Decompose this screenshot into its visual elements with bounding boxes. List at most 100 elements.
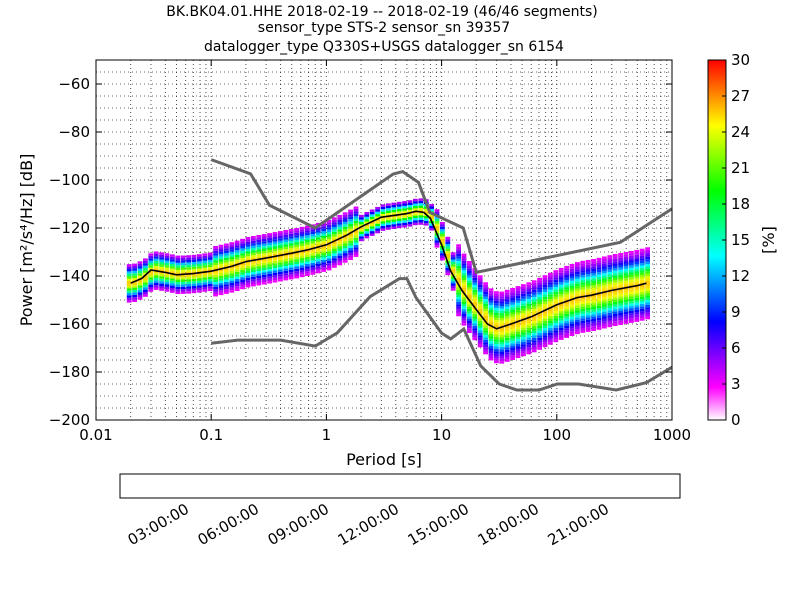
psd-cell (553, 284, 559, 287)
psd-cell (618, 272, 623, 275)
psd-cell (483, 299, 488, 302)
psd-cell (272, 234, 278, 237)
psd-cell (326, 227, 332, 230)
psd-cell (294, 235, 299, 238)
psd-cell (494, 332, 499, 335)
psd-cell (537, 330, 542, 333)
psd-cell (639, 265, 645, 268)
psd-cell (515, 305, 521, 308)
psd-cell (575, 276, 580, 279)
psd-cell (510, 350, 515, 353)
psd-cell (137, 261, 143, 264)
x-axis-label: Period [s] (346, 450, 422, 469)
psd-cell (596, 262, 602, 265)
psd-cell (504, 311, 510, 314)
psd-cell (261, 272, 267, 275)
psd-cell (229, 275, 235, 279)
psd-cell (170, 271, 175, 274)
psd-cell (521, 325, 526, 328)
psd-cell (580, 308, 586, 312)
psd-cell (564, 313, 569, 317)
psd-cell (553, 301, 559, 304)
psd-cell (434, 216, 440, 219)
psd-cell (251, 240, 256, 244)
psd-cell (348, 209, 353, 212)
psd-cell (585, 281, 591, 284)
psd-cell (542, 325, 548, 328)
psd-cell (607, 291, 613, 294)
psd-cell (267, 245, 272, 248)
psd-cell (434, 226, 440, 229)
psd-cell (602, 309, 607, 312)
psd-cell (299, 250, 305, 254)
psd-cell (645, 309, 650, 313)
psd-cell (634, 307, 640, 310)
psd-cell (359, 229, 364, 232)
psd-cell (332, 231, 337, 235)
psd-cell (305, 266, 310, 269)
psd-cell (337, 219, 343, 223)
psd-cell (369, 211, 375, 215)
psd-cell (461, 299, 467, 302)
psd-cell (521, 301, 526, 304)
psd-cell (418, 217, 424, 220)
psd-cell (213, 253, 218, 256)
psd-cell (299, 231, 305, 234)
psd-cell (180, 272, 186, 275)
psd-cell (229, 254, 235, 257)
psd-cell (634, 317, 640, 320)
psd-cell (213, 294, 218, 297)
psd-cell (542, 320, 548, 324)
psd-cell (321, 264, 326, 268)
coverage-tick-label: 21:00:00 (545, 500, 612, 549)
psd-cell (288, 255, 294, 258)
psd-cell (283, 237, 289, 240)
psd-cell (321, 250, 326, 253)
psd-cell (315, 263, 321, 267)
psd-cell (450, 276, 456, 279)
psd-cell (375, 230, 380, 234)
psd-cell (197, 280, 202, 283)
psd-cell (585, 271, 591, 275)
psd-cell (218, 268, 224, 272)
psd-cell (148, 253, 154, 256)
psd-cell (191, 264, 197, 267)
colorbar-tick-label: 3 (731, 375, 741, 393)
psd-cell (402, 208, 407, 211)
psd-cell (629, 282, 634, 285)
psd-cell (299, 274, 305, 278)
psd-cell (207, 283, 213, 287)
psd-cell (629, 274, 634, 278)
psd-cell (553, 308, 559, 311)
psd-cell (170, 256, 175, 260)
psd-cell (575, 307, 580, 311)
psd-cell (515, 348, 521, 351)
psd-cell (602, 282, 607, 286)
psd-cell (477, 332, 483, 336)
psd-cell (402, 217, 407, 221)
psd-cell (251, 248, 256, 251)
psd-cell (591, 302, 596, 305)
psd-cell (483, 335, 488, 338)
psd-cell (645, 276, 650, 279)
psd-cell (548, 313, 553, 316)
psd-cell (629, 260, 634, 263)
psd-cell (639, 275, 645, 278)
psd-cell (504, 357, 510, 360)
psd-cell (634, 254, 640, 258)
psd-cell (515, 298, 521, 301)
psd-cell (197, 275, 202, 279)
psd-cell (548, 279, 553, 283)
psd-cell (359, 224, 364, 227)
psd-cell (612, 278, 618, 281)
psd-cell (348, 252, 353, 256)
colorbar-tick-label: 0 (731, 411, 741, 429)
psd-cell (294, 261, 299, 264)
psd-cell (472, 325, 478, 329)
psd-cell (531, 289, 537, 293)
colorbar-tick-label: 6 (731, 339, 741, 357)
psd-cell (494, 317, 499, 320)
psd-cell (245, 251, 251, 254)
psd-cell (278, 267, 283, 270)
psd-cell (321, 257, 326, 260)
